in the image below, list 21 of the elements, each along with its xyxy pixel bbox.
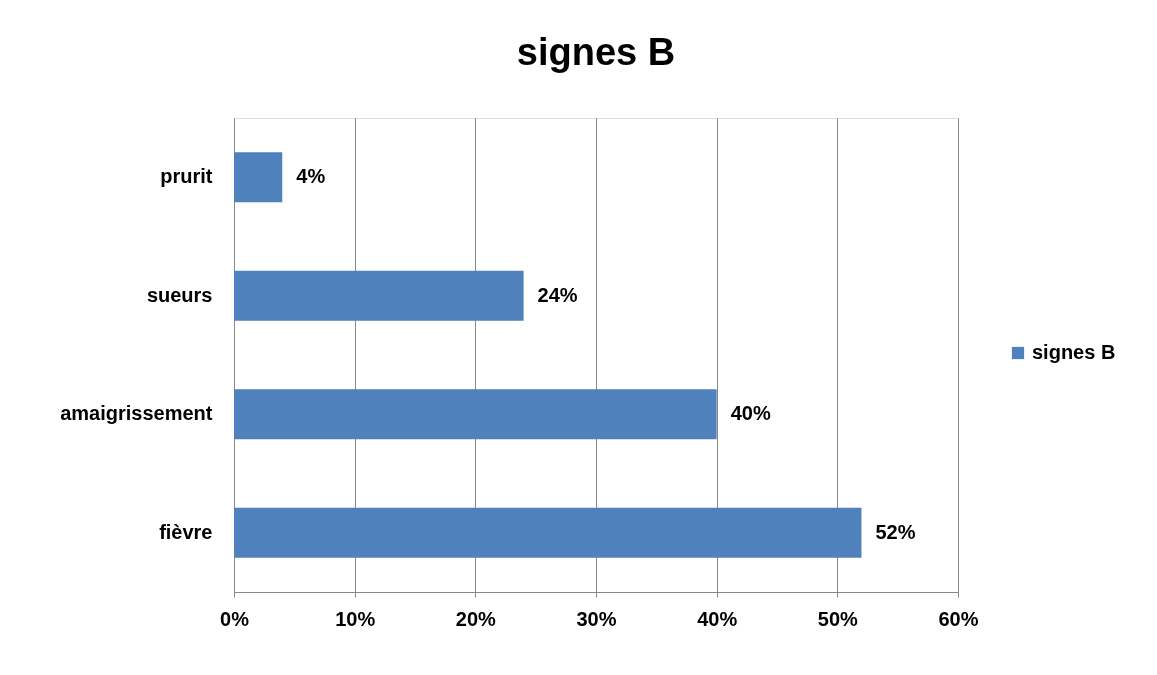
y-tick-label: amaigrissement — [60, 402, 213, 425]
y-tick-label: fièvre — [159, 520, 213, 543]
x-tick-label: 60% — [938, 607, 979, 630]
bar — [234, 389, 717, 440]
y-tick-label: prurit — [160, 165, 213, 188]
x-tick-label: 0% — [220, 607, 250, 630]
bar — [234, 507, 862, 558]
y-tick-label: sueurs — [146, 283, 213, 306]
chart-title: signes B — [516, 31, 676, 73]
legend-label: signes B — [1032, 341, 1116, 363]
data-label: 24% — [537, 283, 578, 306]
x-tick-label: 30% — [576, 607, 617, 630]
data-label: 4% — [296, 165, 326, 188]
data-label: 52% — [875, 520, 916, 543]
x-tick-label: 50% — [817, 607, 859, 630]
x-tick-label: 20% — [455, 607, 497, 630]
x-tick-label: 40% — [697, 607, 738, 630]
bar — [234, 270, 524, 321]
bar — [234, 152, 283, 203]
data-label: 40% — [730, 402, 771, 425]
x-tick-label: 10% — [335, 607, 376, 630]
